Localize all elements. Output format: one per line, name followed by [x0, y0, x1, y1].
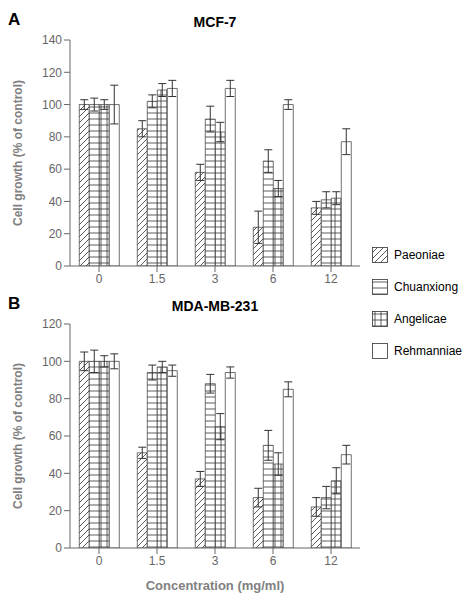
svg-text:0: 0 [96, 554, 103, 568]
svg-text:80: 80 [49, 130, 63, 144]
svg-text:Cell growth (% of control): Cell growth (% of control) [11, 80, 25, 226]
svg-text:3: 3 [212, 272, 219, 286]
svg-text:0: 0 [55, 259, 62, 273]
svg-text:80: 80 [49, 392, 63, 406]
svg-text:20: 20 [49, 504, 63, 518]
svg-text:12: 12 [324, 554, 338, 568]
html-text:MCF-7: MCF-7 [193, 14, 237, 30]
svg-text:0: 0 [55, 541, 62, 555]
svg-text:3: 3 [212, 554, 219, 568]
svg-text:120: 120 [42, 66, 62, 80]
svg-text:100: 100 [42, 355, 62, 369]
html-text:A: A [8, 10, 21, 29]
svg-text:1.5: 1.5 [149, 272, 166, 286]
svg-text:100: 100 [42, 98, 62, 112]
svg-text:1.5: 1.5 [149, 554, 166, 568]
svg-text:12: 12 [324, 272, 338, 286]
html-text:Rehmanniae: Rehmanniae [394, 344, 462, 358]
html-text:Angelicae: Angelicae [394, 312, 447, 326]
html-text:Paeoniae: Paeoniae [394, 248, 445, 262]
svg-text:40: 40 [49, 467, 63, 481]
svg-text:0: 0 [96, 272, 103, 286]
svg-text:6: 6 [270, 272, 277, 286]
svg-text:20: 20 [49, 227, 63, 241]
svg-text:60: 60 [49, 429, 63, 443]
svg-text:6: 6 [270, 554, 277, 568]
svg-text:60: 60 [49, 162, 63, 176]
html-text:MDA-MB-231: MDA-MB-231 [171, 298, 259, 314]
html-text:B: B [8, 294, 21, 313]
html-text:Chuanxiong: Chuanxiong [394, 280, 459, 294]
svg-text:Cell growth (% of control): Cell growth (% of control) [11, 363, 25, 509]
svg-text:140: 140 [42, 33, 62, 47]
svg-text:Concentration (mg/ml): Concentration (mg/ml) [146, 578, 285, 593]
svg-text:120: 120 [42, 317, 62, 331]
svg-text:40: 40 [49, 195, 63, 209]
